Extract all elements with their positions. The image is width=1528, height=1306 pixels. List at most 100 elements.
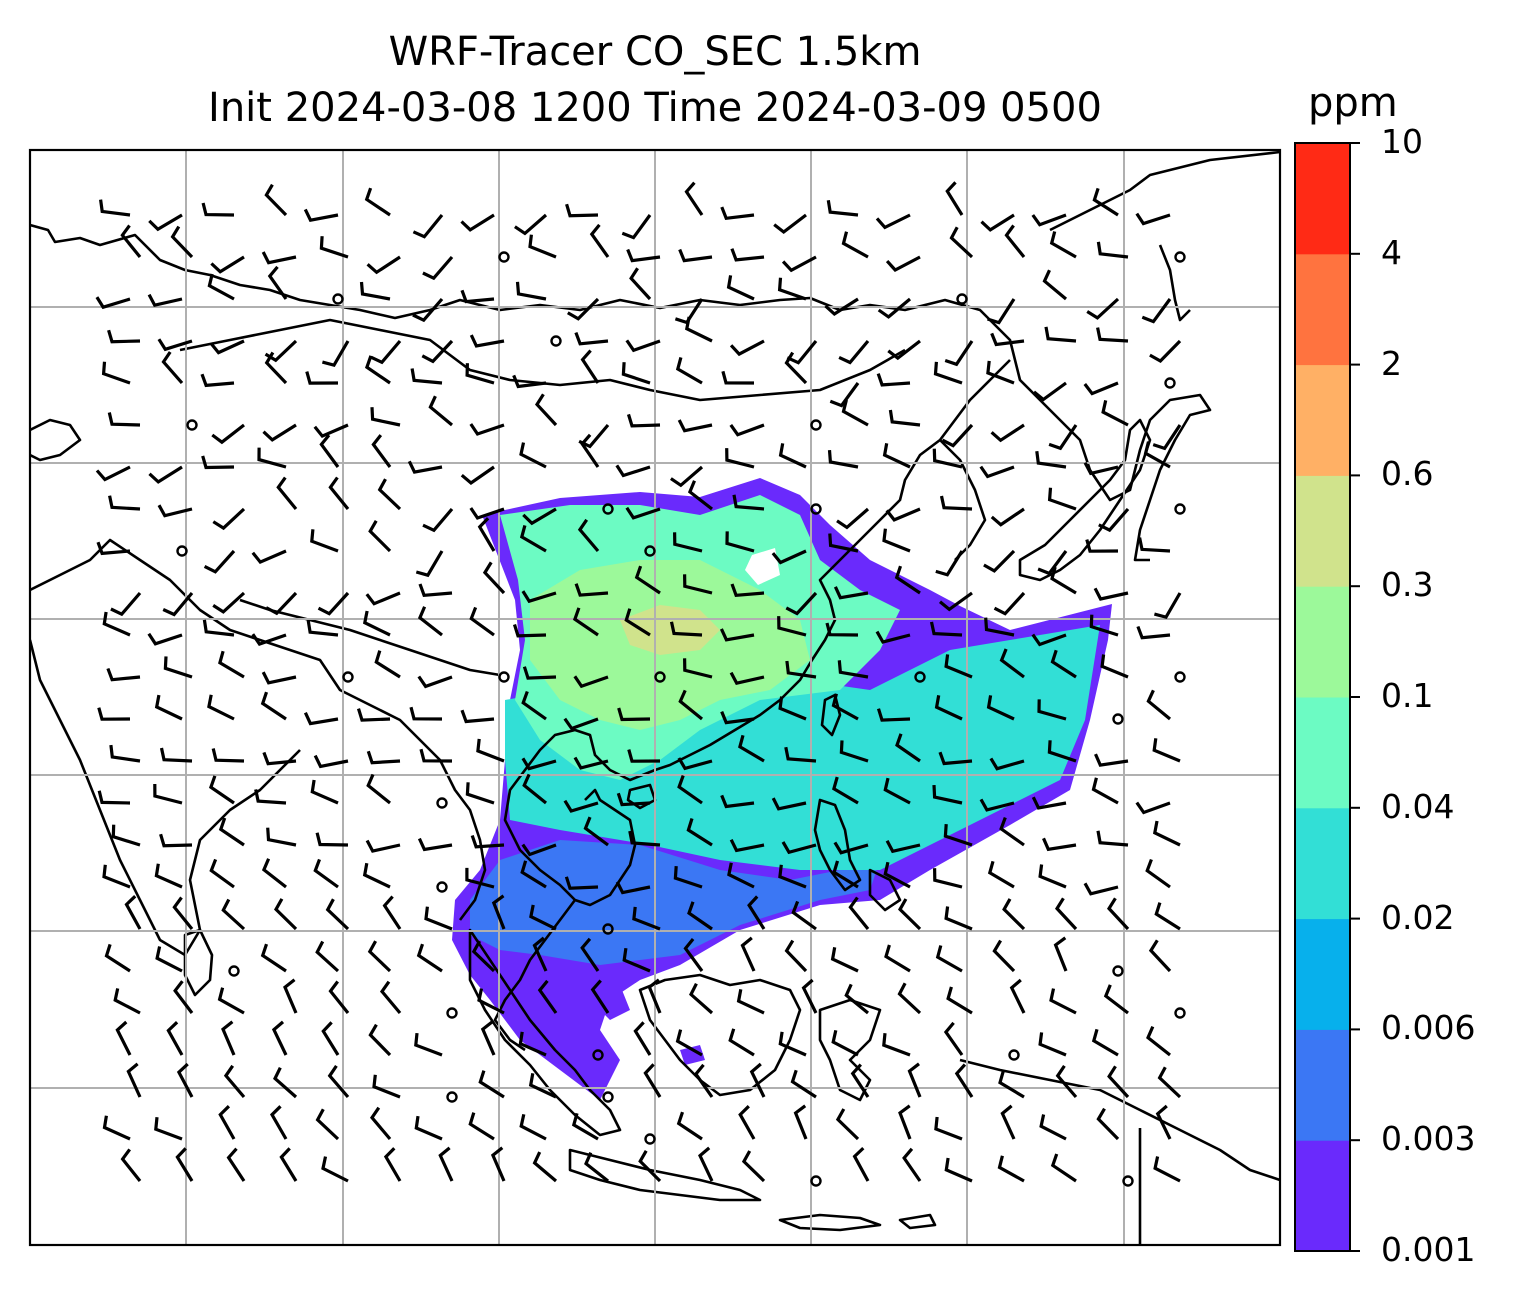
- coast-korea: [939, 439, 987, 561]
- wind-barb: [876, 373, 911, 387]
- wind-barb: [683, 574, 713, 595]
- wind-barb: [482, 561, 506, 595]
- wind-barb: [563, 799, 599, 813]
- wind-barb: [113, 988, 141, 1015]
- wind-barb: [428, 395, 454, 427]
- wind-barb: [126, 1062, 142, 1098]
- field-band-0.02: [505, 625, 1100, 870]
- wind-barb: [793, 1104, 808, 1140]
- wind-barb: [979, 798, 1015, 812]
- wind-barb: [469, 334, 505, 348]
- wind-barb: [687, 901, 713, 931]
- wind-barb: [944, 1157, 973, 1183]
- wind-barb: [1155, 1104, 1172, 1140]
- wind-barb: [368, 520, 392, 553]
- wind-barb: [1092, 187, 1119, 217]
- wind-barb: [325, 898, 350, 931]
- calm-wind-marker: [1174, 251, 1186, 263]
- wind-barb: [683, 937, 704, 972]
- wind-barb: [934, 1116, 963, 1141]
- wind-barb: [410, 368, 443, 385]
- wind-barb: [589, 223, 610, 258]
- wind-barb: [932, 448, 963, 469]
- wind-barb: [422, 255, 454, 281]
- wind-barb: [771, 549, 807, 565]
- calm-wind-marker: [1174, 1007, 1186, 1019]
- gridlines: [30, 150, 1280, 1245]
- wind-barb: [521, 757, 557, 771]
- wind-barb: [414, 1032, 443, 1057]
- wind-barb: [574, 332, 609, 346]
- coast-china-east: [654, 359, 1011, 772]
- wind-barb: [983, 549, 1016, 573]
- wind-barb: [1091, 777, 1119, 805]
- coast-border-china-mongolia: [179, 318, 906, 402]
- wind-barbs: [95, 181, 1186, 1187]
- wind-barb: [371, 434, 392, 468]
- wind-barb: [989, 757, 1025, 771]
- wind-barb: [154, 694, 183, 721]
- wind-barb: [986, 695, 1015, 721]
- wind-barb: [883, 861, 911, 889]
- wind-barb: [944, 906, 973, 931]
- wind-barb: [521, 843, 557, 857]
- wind-barb: [836, 507, 870, 530]
- wind-barb: [1141, 298, 1172, 324]
- wind-barb: [747, 895, 766, 930]
- wind-barb: [1044, 326, 1077, 343]
- wind-barb: [364, 355, 391, 385]
- wind-barb: [279, 1147, 298, 1182]
- wind-barb: [370, 407, 401, 427]
- wind-barb: [621, 362, 651, 385]
- wind-barb: [673, 865, 703, 889]
- wind-barb: [1135, 801, 1171, 815]
- wind-barb: [929, 621, 963, 637]
- wind-barb: [898, 1104, 912, 1140]
- colorbar-segment: [1295, 586, 1350, 698]
- wind-barb: [725, 448, 755, 469]
- coast-sakhalin: [1158, 244, 1191, 322]
- wind-barb: [687, 480, 713, 511]
- wind-barb: [469, 606, 495, 637]
- wind-barb: [943, 1021, 964, 1056]
- wind-barb: [1152, 738, 1181, 763]
- wind-barb: [590, 979, 610, 1014]
- wind-barb: [1093, 587, 1129, 601]
- wind-barb: [356, 708, 391, 722]
- wind-barb: [781, 841, 817, 855]
- wind-barb: [417, 675, 453, 689]
- wind-barb: [264, 351, 288, 385]
- wind-barb: [729, 423, 765, 437]
- wind-barb: [1042, 837, 1077, 852]
- calm-wind-marker: [810, 419, 822, 431]
- wind-barb: [1031, 633, 1067, 647]
- wind-barb: [778, 1031, 807, 1057]
- wind-barb: [534, 393, 558, 427]
- coast-malay: [493, 899, 577, 1052]
- wind-barb: [887, 339, 921, 361]
- wind-barb: [315, 1108, 340, 1141]
- field-band-0.001-bits: [538, 985, 705, 1065]
- wind-barb: [741, 1150, 766, 1183]
- wind-barb: [626, 248, 661, 263]
- wind-barb: [771, 797, 807, 811]
- wind-barb: [944, 340, 974, 367]
- wind-barb: [720, 206, 755, 221]
- wind-barb: [491, 894, 506, 930]
- wind-barb: [1096, 241, 1129, 259]
- wind-barb: [949, 226, 974, 259]
- wind-barb: [882, 528, 911, 553]
- wind-barb: [934, 695, 963, 721]
- wind-barb: [932, 785, 963, 805]
- map-frame: [28, 148, 1282, 1247]
- colorbar-segment: [1295, 143, 1350, 255]
- wind-barb: [416, 943, 443, 973]
- wind-barb: [359, 281, 391, 301]
- wind-barb: [257, 447, 287, 469]
- wind-barb: [512, 374, 547, 389]
- wind-barb: [1086, 297, 1120, 320]
- wind-barb: [778, 864, 807, 889]
- wind-barb: [528, 234, 557, 259]
- calm-wind-marker: [436, 797, 448, 809]
- wind-barb: [317, 591, 350, 616]
